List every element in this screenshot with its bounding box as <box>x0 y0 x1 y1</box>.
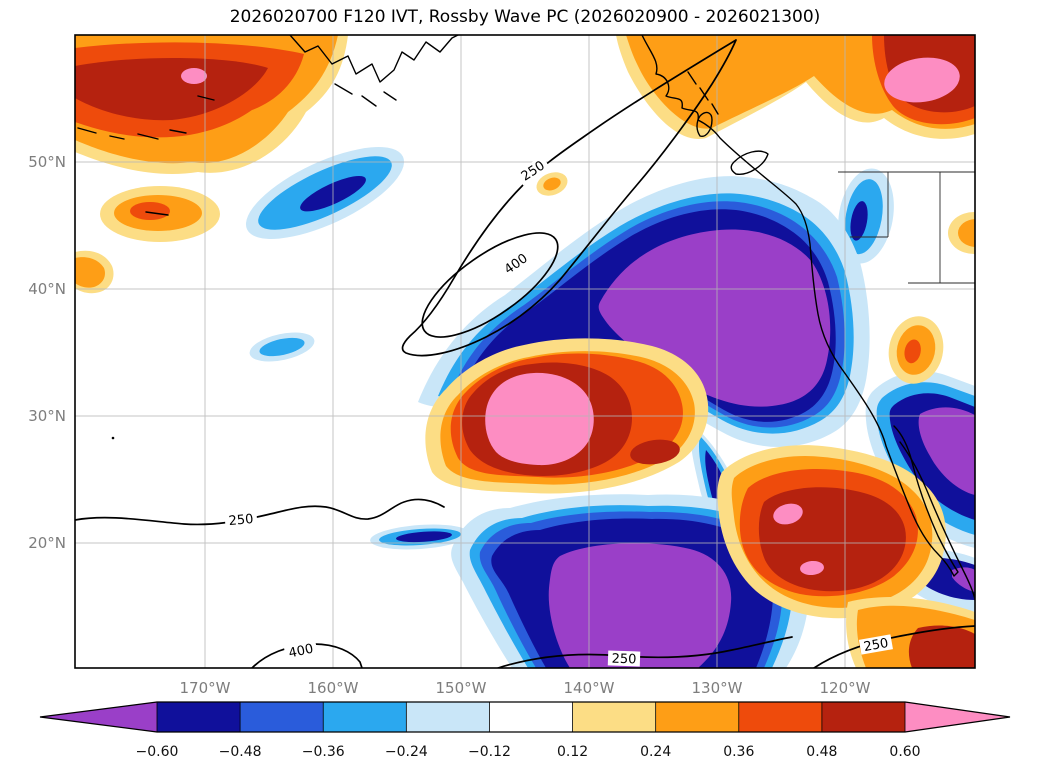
colorbar-tick-label: 0.60 <box>889 744 920 760</box>
contour-label-mask <box>224 510 258 529</box>
colorbar-tick-label: 0.24 <box>640 744 671 760</box>
north-america-coastline <box>641 35 959 577</box>
colorbar-over-arrow <box>905 702 1010 732</box>
contour-label: 250 <box>858 634 893 655</box>
contour-label-text: 250 <box>228 512 254 529</box>
ivt-250-trough-contour <box>401 39 737 357</box>
contour-label-mask <box>283 639 319 662</box>
colorbar-tick-label: −0.24 <box>385 744 428 760</box>
x-axis-tick-labels: 170°W 160°W 150°W 140°W 130°W 120°W <box>180 679 871 697</box>
colorbar-segment <box>655 702 739 732</box>
positive-east-spots <box>888 212 975 384</box>
x-tick-label: 150°W <box>436 679 487 697</box>
y-tick-label: 20°N <box>28 534 66 552</box>
x-tick-label: 170°W <box>180 679 231 697</box>
y-tick-label: 40°N <box>28 280 66 298</box>
contour-label-mask <box>607 650 641 667</box>
x-tick-label: 130°W <box>692 679 743 697</box>
y-tick-label: 50°N <box>28 153 66 171</box>
colorbar-segment <box>489 702 573 732</box>
x-tick-label: 140°W <box>564 679 615 697</box>
contour-label-text: 250 <box>611 652 636 668</box>
colorbar <box>39 701 1011 733</box>
state-borders <box>838 171 975 284</box>
positive-northwest-corner <box>75 35 348 294</box>
y-tick-label: 30°N <box>28 407 66 425</box>
blue-spot-west <box>249 332 315 362</box>
small-island-dot <box>111 436 115 440</box>
colorbar-tick-label: 0.12 <box>557 744 588 760</box>
contour-label-text: 400 <box>287 642 314 662</box>
aleutian-islands <box>77 95 215 216</box>
colorbar-tick-label: −0.36 <box>302 744 345 760</box>
colorbar-segment <box>406 702 490 732</box>
colorbar-tick-labels: −0.60 −0.48 −0.36 −0.24 −0.12 0.12 0.24 0.36 0.4… <box>136 744 921 760</box>
negative-coastal-baja <box>865 371 975 612</box>
map-frame <box>74 34 976 669</box>
contour-label: 250 <box>224 510 258 529</box>
colorbar-segment <box>157 702 241 732</box>
contour-label-mask <box>515 155 551 186</box>
alaska-islands <box>334 83 397 107</box>
colorbar-tick-label: −0.12 <box>468 744 511 760</box>
colorbar-segment <box>821 702 905 732</box>
se-alaska-islands <box>687 71 719 115</box>
ivt-250-south-contour <box>497 636 793 668</box>
haida-gwaii-island <box>696 111 713 137</box>
alaska-coastline <box>289 35 459 83</box>
contour-label: 400 <box>283 639 319 662</box>
colorbar-segment <box>240 702 324 732</box>
colorbar-segment <box>572 702 656 732</box>
contour-label-text: 250 <box>863 636 890 655</box>
positive-southeast-blob <box>717 445 946 619</box>
ivt-250-west-contour <box>75 498 445 526</box>
mexico-mainland-coastline <box>899 441 975 601</box>
filled-contours <box>75 35 975 668</box>
colorbar-tick-label: −0.60 <box>136 744 179 760</box>
map-area <box>75 35 975 668</box>
negative-lobe-south <box>451 494 810 668</box>
positive-central-blob <box>425 338 709 494</box>
colorbar-tick-label: 0.48 <box>806 744 837 760</box>
coastlines <box>77 35 975 601</box>
chart-title: 2026020700 F120 IVT, Rossby Wave PC (202… <box>230 7 821 27</box>
x-tick-label: 120°W <box>820 679 871 697</box>
colorbar-tick-label: 0.36 <box>723 744 754 760</box>
ivt-400-inner-contour <box>421 232 559 338</box>
colorbar-outline <box>39 701 1011 733</box>
blue-spot-coastal-north <box>838 168 894 264</box>
colorbar-segment <box>738 702 822 732</box>
negative-lobe-central <box>418 176 870 447</box>
x-tick-label: 160°W <box>308 679 359 697</box>
positive-bottom-right-corner <box>846 597 975 668</box>
contour-label: 250 <box>607 650 641 668</box>
colorbar-segment <box>323 702 407 732</box>
contour-label-mask <box>858 634 893 655</box>
gridlines <box>75 35 975 668</box>
ivt-250-southeast-contour <box>813 625 975 668</box>
vancouver-island <box>730 150 769 175</box>
colorbar-tick-label: −0.48 <box>219 744 262 760</box>
colorbar-under-arrow <box>40 702 157 732</box>
y-axis-tick-labels: 50°N 40°N 30°N 20°N <box>28 153 66 552</box>
contour-label-mask <box>498 248 534 279</box>
